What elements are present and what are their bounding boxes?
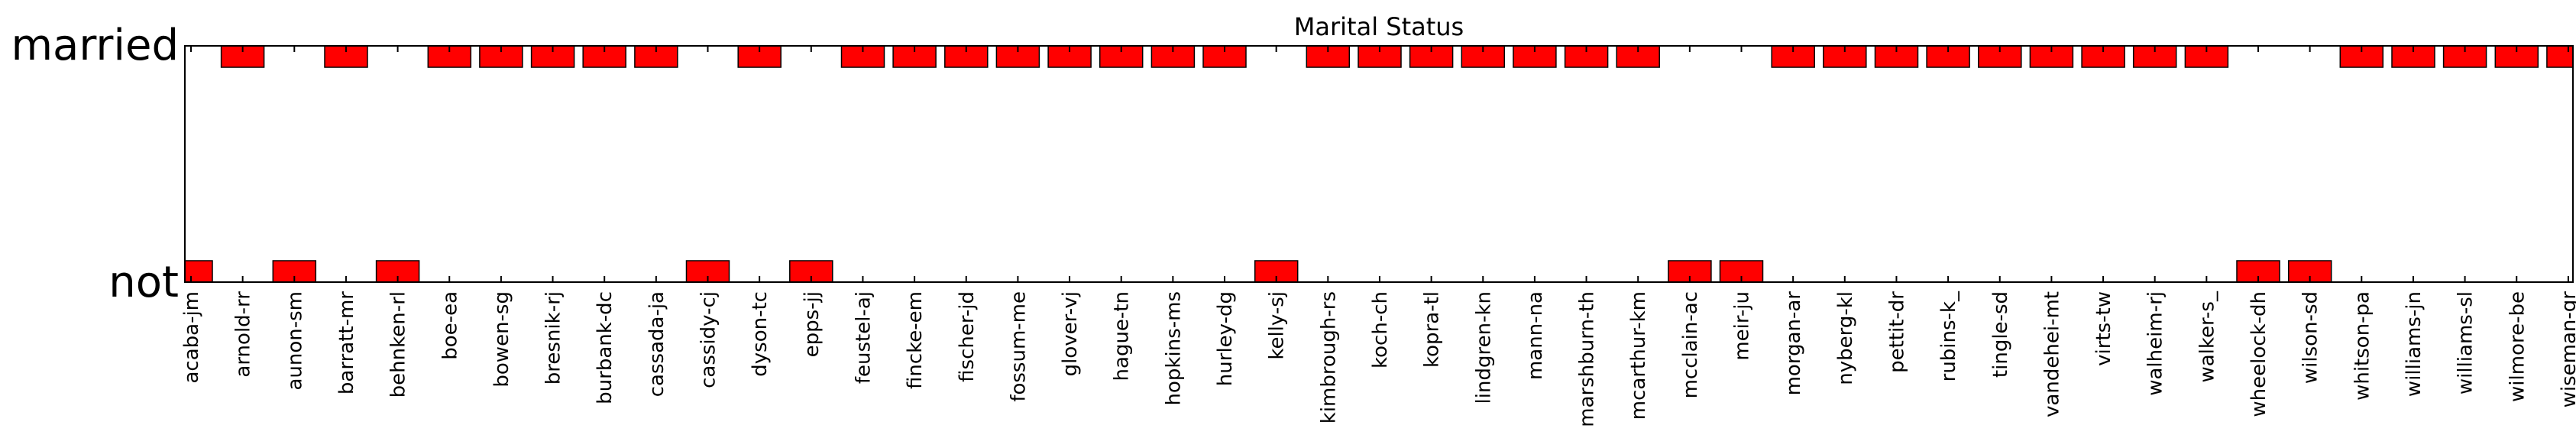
x-tick-label-mcclain-ac: mcclain-ac [1679,291,1702,398]
y-tick-label-not: not [108,258,179,307]
bar-acaba-jm [185,260,213,282]
x-tick-label-williams-jn: williams-jn [2403,291,2426,397]
x-tick-label-boe-ea: boe-ea [439,291,461,360]
x-tick-label-virts-tw: virts-tw [2092,291,2115,366]
bar-wiseman-gr [2546,46,2573,68]
ticks-layer [185,45,2573,283]
x-tick-label-behnken-rl: behnken-rl [387,291,410,398]
x-tick-label-cassada-ja: cassada-ja [646,291,668,397]
x-tick-label-rubins-k_: rubins-k_ [1937,291,1960,381]
x-tick-label-hurley-dg: hurley-dg [1214,291,1237,386]
x-tick-label-epps-jj: epps-jj [801,291,824,357]
x-tick-label-mann-na: mann-na [1524,291,1547,380]
x-tick-label-arnold-rr: arnold-rr [232,291,255,378]
x-tick-label-acaba-jm: acaba-jm [180,291,203,384]
x-tick-label-nyberg-kl: nyberg-kl [1834,291,1857,385]
x-tick-label-mcarthur-km: mcarthur-km [1627,291,1650,420]
x-tick-label-meir-ju: meir-ju [1731,291,1754,361]
x-tick-label-barratt-mr: barratt-mr [335,291,358,394]
x-tick-label-kopra-tl: kopra-tl [1421,291,1444,368]
bar-williams-sl [2442,46,2487,68]
x-tick-label-walker-s_: walker-s_ [2196,291,2218,383]
x-tick-label-cassidy-cj: cassidy-cj [697,291,720,388]
x-tick-label-wilson-sd: wilson-sd [2299,291,2322,384]
x-tick-label-bowen-sg: bowen-sg [490,291,513,388]
x-tick-label-kimbrough-rs: kimbrough-rs [1317,291,1340,424]
x-tick-label-williams-sl: williams-sl [2455,291,2477,394]
x-tick-label-burbank-dc: burbank-dc [594,291,616,404]
x-tick-label-bresnik-rj: bresnik-rj [542,291,565,385]
x-tick-label-marshburn-th: marshburn-th [1576,291,1599,427]
x-tick-label-whitson-pa: whitson-pa [2351,291,2374,401]
bar-cassidy-cj [685,260,730,282]
bar-nyberg-kl [1823,46,1867,68]
x-tick-label-vandehei-mt: vandehei-mt [2040,291,2063,417]
x-tick-label-dyson-tc: dyson-tc [749,291,772,377]
x-tick-label-lindgren-kn: lindgren-kn [1472,291,1495,404]
x-tick-label-fincke-em: fincke-em [904,291,927,389]
x-tick-label-wilmore-be: wilmore-be [2506,291,2529,402]
x-tick-label-aunon-sm: aunon-sm [283,291,306,391]
x-tick-labels: acaba-jm arnold-rr aunon-sm barratt-mr behnk… [180,291,2576,427]
bars-layer [185,46,2573,282]
x-tick-label-hague-tn: hague-tn [1111,291,1134,381]
y-tick-label-married: married [11,21,180,70]
x-tick-label-kelly-sj: kelly-sj [1266,291,1289,360]
x-tick-label-pettit-dr: pettit-dr [1885,291,1908,373]
x-tick-label-morgan-ar: morgan-ar [1782,291,1805,396]
plot-area-frame [184,45,2574,283]
x-tick-label-koch-ch: koch-ch [1369,291,1392,368]
x-tick-label-wheelock-dh: wheelock-dh [2248,291,2270,417]
x-tick-label-feustel-aj: feustel-aj [852,291,875,384]
x-tick-label-wiseman-gr: wiseman-gr [2558,291,2576,408]
x-tick-label-walheim-rj: walheim-rj [2144,291,2167,396]
x-tick-label-hopkins-ms: hopkins-ms [1162,291,1185,405]
x-tick-label-tingle-sd: tingle-sd [1989,291,2012,378]
bar-kelly-sj [1254,260,1299,282]
x-tick-label-fossum-me: fossum-me [1007,291,1030,402]
x-tick-label-glover-vj: glover-vj [1059,291,1082,376]
x-tick-label-fischer-jd: fischer-jd [956,291,979,382]
chart-title: Marital Status [1294,12,1464,41]
